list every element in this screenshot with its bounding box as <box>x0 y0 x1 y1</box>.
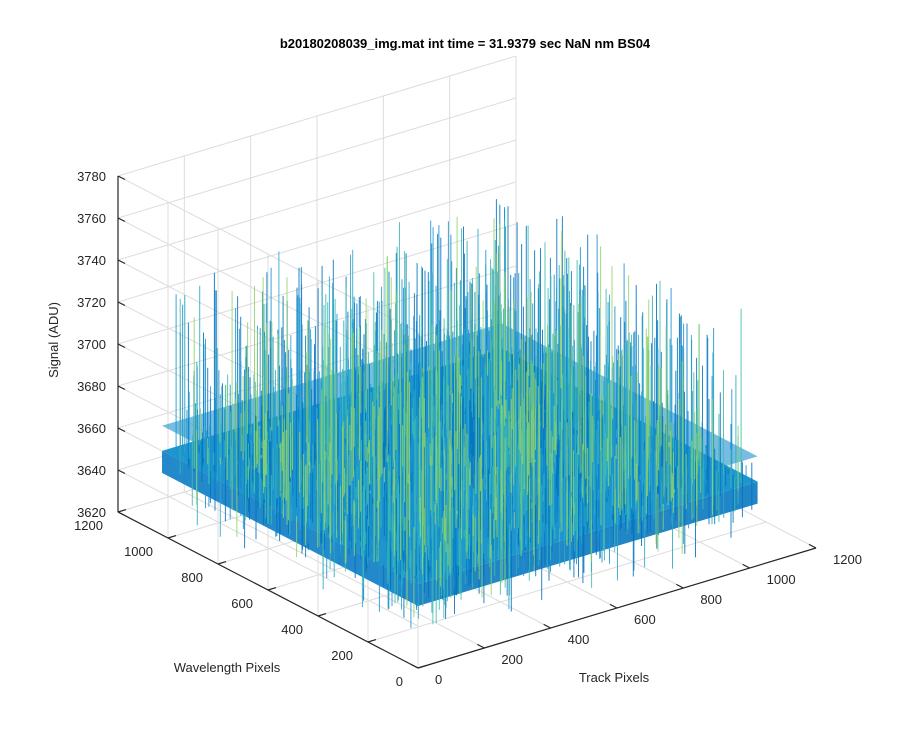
x-tick-mark <box>543 623 551 629</box>
sidewall-gridline-z <box>117 175 419 333</box>
sidewall-gridline-z <box>117 469 419 627</box>
y-tick-mark <box>317 613 327 617</box>
z-tick-mark <box>117 343 126 349</box>
z-tick-mark <box>117 259 126 265</box>
z-tick-mark <box>117 469 126 475</box>
x-tick-mark <box>808 543 817 549</box>
z-tick-mark <box>117 217 126 223</box>
y-tick-label: 1000 <box>124 544 153 559</box>
x-tick-mark <box>477 643 485 649</box>
axes-layer <box>117 175 817 669</box>
chart-title: b20180208039_img.mat int time = 31.9379 … <box>280 36 651 51</box>
z-tick-label: 3780 <box>77 169 106 184</box>
y-tick-label: 600 <box>231 596 253 611</box>
x-tick-mark <box>742 563 750 569</box>
z-tick-mark <box>117 301 126 307</box>
z-tick-label: 3620 <box>77 505 106 520</box>
z-tick-label: 3720 <box>77 295 106 310</box>
surface-noise-strokes <box>193 216 739 618</box>
z-axis-label: Signal (ADU) <box>46 302 61 378</box>
x-tick-mark <box>410 663 419 669</box>
z-tick-label: 3740 <box>77 253 106 268</box>
floor-gridline-y <box>367 521 767 643</box>
x-tick-label: 800 <box>700 592 722 607</box>
y-tick-label: 200 <box>331 648 353 663</box>
x-tick-label: 1000 <box>767 572 796 587</box>
y-tick-mark <box>217 561 227 565</box>
z-tick-mark <box>117 385 126 391</box>
sidewall-gridline-z <box>117 217 419 375</box>
z-tick-label: 3700 <box>77 337 106 352</box>
x-tick-mark <box>676 583 684 589</box>
z-tick-mark <box>117 511 126 517</box>
surface-layer <box>162 199 758 628</box>
x-tick-label: 1200 <box>833 552 862 567</box>
y-tick-mark <box>367 639 377 643</box>
y-tick-mark <box>417 665 427 669</box>
z-tick-label: 3660 <box>77 421 106 436</box>
z-tick-label: 3640 <box>77 463 106 478</box>
y-tick-mark <box>167 535 177 539</box>
y-tick-label: 1200 <box>74 518 103 533</box>
z-tick-mark <box>117 427 126 433</box>
x-tick-label: 600 <box>634 612 656 627</box>
labels-layer: 0 200 400 600 800 1000 1200 0 200 400 600 800 1000 12… <box>74 169 862 689</box>
y-tick-label: 800 <box>181 570 203 585</box>
backwall-gridline-z <box>117 139 517 261</box>
x-tick-label: 200 <box>501 652 523 667</box>
y-tick-mark <box>267 587 277 591</box>
backwall-gridline-z <box>117 97 517 219</box>
backwall-gridline-z <box>117 55 517 177</box>
backwall-gridline-z <box>117 181 517 303</box>
x-tick-label: 0 <box>435 672 442 687</box>
y-axis-label: Wavelength Pixels <box>174 660 281 675</box>
y-tick-label: 0 <box>396 674 403 689</box>
x-tick-label: 400 <box>568 632 590 647</box>
z-tick-label: 3680 <box>77 379 106 394</box>
y-tick-mark <box>117 509 127 513</box>
x-tick-mark <box>609 603 618 609</box>
y-tick-label: 400 <box>281 622 303 637</box>
z-tick-mark <box>117 175 126 181</box>
x-axis-label: Track Pixels <box>579 670 650 685</box>
z-tick-label: 3760 <box>77 211 106 226</box>
